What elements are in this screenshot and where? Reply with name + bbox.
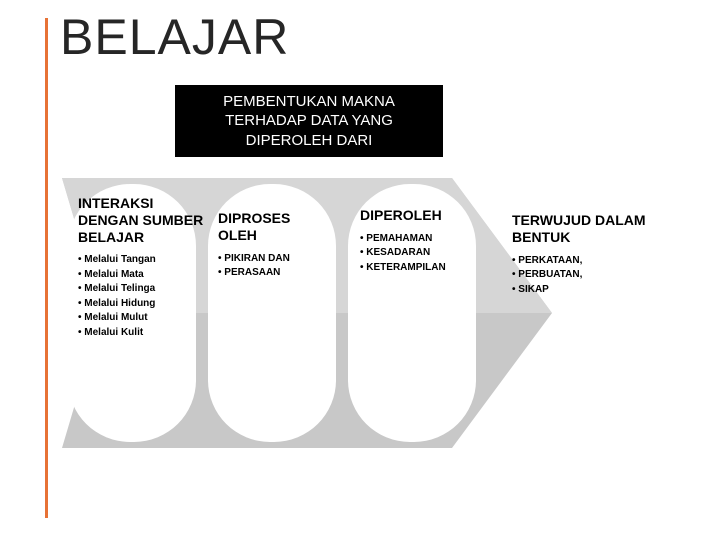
column-title: TERWUJUD DALAM BENTUK <box>512 212 687 246</box>
list-item: KESADARAN <box>360 246 485 261</box>
column-title: DIPEROLEH <box>360 207 485 224</box>
list-item: Melalui Telinga <box>78 282 206 297</box>
column-list: PERKATAAN, PERBUATAN, SIKAP <box>512 254 687 298</box>
column-list: Melalui Tangan Melalui Mata Melalui Teli… <box>78 253 206 340</box>
list-item: PEMAHAMAN <box>360 232 485 247</box>
column-diproses: DIPROSES OLEH PIKIRAN DAN PERASAAN <box>218 210 333 281</box>
list-item: Melalui Hidung <box>78 297 206 312</box>
column-interaksi: INTERAKSI DENGAN SUMBER BELAJAR Melalui … <box>78 195 206 340</box>
column-title: INTERAKSI DENGAN SUMBER BELAJAR <box>78 195 206 245</box>
list-item: PERBUATAN, <box>512 268 687 283</box>
list-item: PERKATAAN, <box>512 254 687 269</box>
list-item: KETERAMPILAN <box>360 261 485 276</box>
list-item: SIKAP <box>512 283 687 298</box>
list-item: Melalui Tangan <box>78 253 206 268</box>
column-diperoleh: DIPEROLEH PEMAHAMAN KESADARAN KETERAMPIL… <box>360 207 485 275</box>
column-list: PEMAHAMAN KESADARAN KETERAMPILAN <box>360 232 485 276</box>
column-list: PIKIRAN DAN PERASAAN <box>218 252 333 281</box>
column-title: DIPROSES OLEH <box>218 210 333 244</box>
list-item: Melalui Mata <box>78 268 206 283</box>
slide-title: BELAJAR <box>60 8 289 66</box>
accent-rule <box>45 18 48 518</box>
list-item: Melalui Mulut <box>78 311 206 326</box>
list-item: PIKIRAN DAN <box>218 252 333 267</box>
list-item: PERASAAN <box>218 266 333 281</box>
list-item: Melalui Kulit <box>78 326 206 341</box>
main-concept-box: PEMBENTUKAN MAKNA TERHADAP DATA YANG DIP… <box>175 85 443 157</box>
column-terwujud: TERWUJUD DALAM BENTUK PERKATAAN, PERBUAT… <box>512 212 687 297</box>
